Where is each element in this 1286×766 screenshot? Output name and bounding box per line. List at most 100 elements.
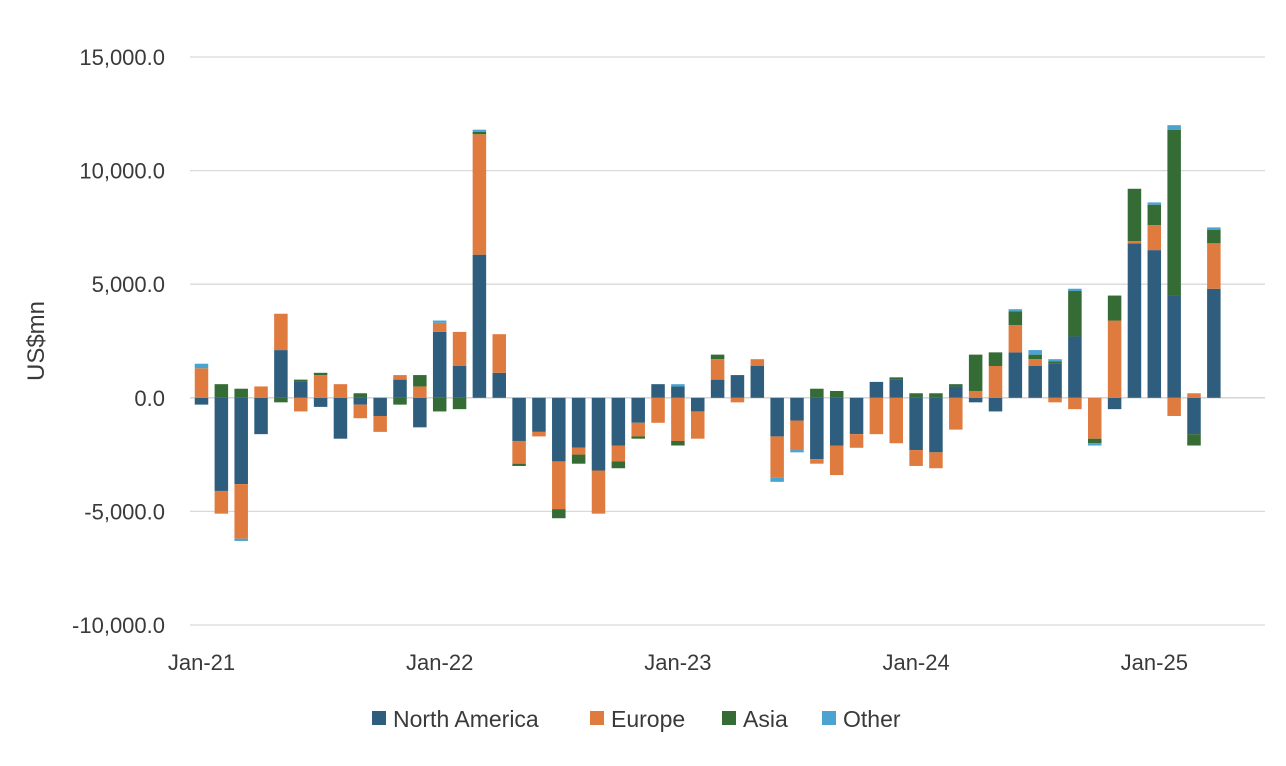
bar-segment-north-america	[651, 384, 665, 398]
bar-segment-asia	[1028, 354, 1042, 360]
bar-segment-asia	[929, 393, 943, 398]
bar-segment-asia	[1167, 129, 1181, 296]
bar-segment-north-america	[432, 331, 447, 398]
bar-segment-other	[1028, 350, 1042, 355]
bar-segment-europe	[472, 134, 487, 255]
bar-segment-asia	[512, 463, 526, 466]
bar-segment-europe	[671, 397, 685, 441]
bar-segment-europe	[492, 334, 506, 373]
bar-segment-europe	[651, 397, 665, 423]
bar-segment-europe	[571, 447, 586, 455]
y-tick-label: -5,000.0	[84, 499, 165, 524]
legend-swatch	[722, 711, 736, 725]
bar-segment-asia	[810, 388, 824, 398]
bar-segment-north-america	[631, 397, 645, 423]
bar-segment-asia	[552, 509, 566, 519]
y-tick-label: -10,000.0	[72, 613, 165, 638]
bar-segment-north-america	[1207, 288, 1221, 398]
bar-segment-europe	[790, 420, 804, 451]
bar-segment-other	[770, 477, 784, 482]
y-tick-labels: -10,000.0 -5,000.0 0.0 5,000.0 10,000.0 15,00…	[72, 45, 165, 638]
legend-label: Asia	[743, 706, 788, 732]
bar-segment-europe	[591, 470, 606, 514]
y-tick-label: 0.0	[134, 386, 165, 411]
y-tick-label: 5,000.0	[92, 272, 165, 297]
legend-label: North America	[393, 706, 539, 732]
bar-segment-north-america	[710, 379, 725, 398]
bar-segment-europe	[274, 313, 288, 351]
bar-segment-asia	[313, 372, 328, 376]
bar-segment-europe	[611, 445, 626, 462]
bar-segment-europe	[988, 365, 1003, 398]
bar-segment-europe	[889, 397, 903, 444]
bar-segment-europe	[849, 434, 864, 448]
bar-segment-asia	[432, 397, 447, 412]
legend-item-europe: Europe	[590, 706, 685, 732]
bar-segment-europe	[929, 452, 943, 469]
bar-segment-europe	[393, 375, 407, 380]
bar-segment-asia	[1048, 361, 1062, 364]
bar-segment-europe	[730, 397, 745, 403]
x-tick-label: Jan-25	[1121, 650, 1188, 675]
bar-segment-other	[1048, 359, 1062, 362]
bar-segment-north-america	[1008, 352, 1023, 398]
bar-segment-north-america	[889, 379, 903, 398]
bar-segment-asia	[353, 393, 368, 398]
bar-segment-asia	[393, 397, 407, 405]
gridlines	[190, 56, 1265, 626]
bar-segment-north-america	[591, 397, 606, 471]
bar-segment-asia	[1147, 204, 1162, 226]
bar-segment-europe	[194, 368, 209, 398]
bar-segment-asia	[214, 384, 229, 398]
bars	[194, 125, 1221, 541]
legend-swatch	[372, 711, 386, 725]
bar-segment-north-america	[552, 397, 566, 462]
bar-segment-europe	[1107, 320, 1122, 398]
bar-segment-asia	[1008, 311, 1023, 326]
bar-segment-other	[790, 450, 804, 453]
bar-segment-north-america	[1107, 397, 1122, 410]
bar-segment-europe	[294, 397, 308, 412]
bar-segment-asia	[829, 390, 844, 398]
bar-segment-north-america	[869, 381, 884, 398]
bar-segment-europe	[313, 375, 328, 398]
bar-segment-europe	[373, 415, 387, 432]
bar-segment-asia	[1068, 291, 1082, 337]
legend-item-north-america: North America	[372, 706, 539, 732]
legend-label: Europe	[611, 706, 685, 732]
bar-segment-europe	[552, 461, 566, 510]
bar-segment-north-america	[1028, 365, 1042, 398]
bar-segment-europe	[770, 436, 784, 478]
y-tick-label: 15,000.0	[79, 45, 165, 70]
bar-segment-north-america	[1167, 295, 1181, 398]
bar-segment-europe	[1008, 325, 1023, 353]
bar-segment-europe	[750, 359, 765, 366]
bar-segment-north-america	[1127, 243, 1142, 398]
bar-segment-asia	[294, 379, 308, 382]
x-tick-labels: Jan-21 Jan-22 Jan-23 Jan-24 Jan-25	[168, 650, 1188, 675]
bar-segment-asia	[1187, 434, 1201, 446]
bar-segment-other	[1008, 309, 1023, 312]
bar-segment-europe	[909, 450, 923, 466]
bar-segment-europe	[353, 404, 368, 419]
bar-segment-north-america	[313, 397, 328, 407]
bar-segment-asia	[968, 354, 983, 391]
bar-segment-asia	[988, 352, 1003, 366]
bar-segment-asia	[949, 384, 963, 387]
bar-segment-europe	[869, 397, 884, 435]
bar-segment-north-america	[333, 397, 348, 439]
bar-segment-north-america	[671, 386, 685, 398]
bar-segment-europe	[214, 490, 229, 514]
bar-segment-north-america	[353, 397, 368, 405]
bar-segment-north-america	[810, 397, 824, 460]
bar-segment-europe	[631, 422, 645, 437]
bar-segment-other	[472, 129, 487, 132]
bar-segment-asia	[611, 461, 626, 469]
bar-segment-europe	[1187, 393, 1201, 398]
bar-segment-europe	[333, 384, 348, 398]
bar-segment-north-america	[254, 397, 268, 435]
bar-segment-north-america	[1187, 397, 1201, 435]
bar-segment-europe	[810, 459, 824, 464]
bar-segment-europe	[234, 484, 248, 539]
